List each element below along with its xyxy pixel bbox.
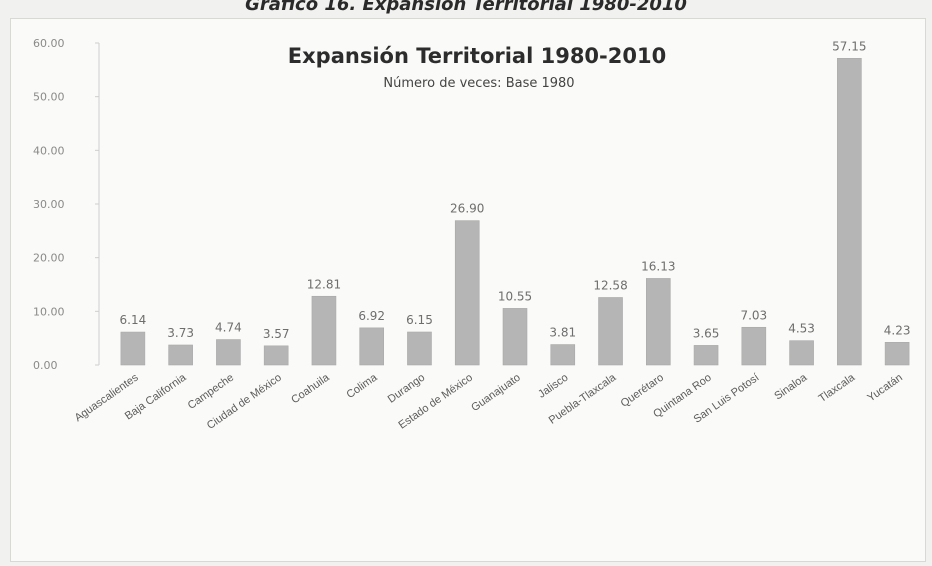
y-tick-label: 60.00 — [33, 37, 65, 50]
bar — [789, 340, 814, 366]
y-tick-label: 10.00 — [33, 305, 65, 318]
y-tick-label: 30.00 — [33, 198, 65, 211]
bar — [645, 278, 671, 366]
y-tick-label: 40.00 — [33, 144, 65, 157]
data-label: 4.23 — [884, 323, 911, 337]
bar — [359, 327, 385, 366]
bar — [454, 220, 480, 366]
data-label: 3.57 — [263, 327, 290, 341]
bar — [120, 331, 146, 366]
data-label: 12.81 — [307, 277, 341, 291]
data-label: 4.74 — [215, 321, 242, 335]
data-label: 6.92 — [358, 309, 385, 323]
x-tick-label: Tlaxcala — [817, 371, 858, 405]
data-label: 57.15 — [832, 39, 866, 53]
bar-chart: Expansión Territorial 1980-2010 Número d… — [33, 37, 911, 432]
x-tick-label: Jalisco — [536, 372, 570, 401]
bar — [216, 339, 241, 366]
chart-subtitle: Número de veces: Base 1980 — [383, 76, 574, 91]
data-label: 3.65 — [693, 326, 720, 340]
y-tick-label: 50.00 — [33, 91, 65, 104]
bar — [693, 345, 719, 366]
x-tick-label: Sinaloa — [772, 371, 810, 402]
bar — [502, 308, 528, 366]
bar — [598, 297, 623, 366]
data-label: 7.03 — [740, 308, 767, 322]
data-label: 3.81 — [549, 326, 576, 340]
chart-title: Expansión Territorial 1980-2010 — [288, 44, 666, 68]
bar — [168, 344, 193, 366]
y-tick-label: 20.00 — [33, 252, 65, 265]
data-label: 4.53 — [788, 322, 815, 336]
data-label: 3.73 — [167, 326, 194, 340]
data-label: 6.14 — [120, 313, 147, 327]
y-tick-label: 0.00 — [33, 359, 58, 372]
bar — [837, 57, 862, 366]
chart-frame: Expansión Territorial 1980-2010 Número d… — [10, 18, 926, 562]
data-label: 12.58 — [593, 278, 627, 292]
data-label: 6.15 — [406, 313, 433, 327]
bar — [311, 295, 337, 366]
data-label: 26.90 — [450, 202, 484, 216]
bar — [550, 344, 576, 366]
x-tick-label: Guanajuato — [469, 372, 522, 414]
data-label: 16.13 — [641, 259, 675, 273]
bar — [741, 326, 767, 366]
bar — [407, 331, 432, 366]
data-label: 10.55 — [498, 289, 532, 303]
document-heading: Gráfico 16. Expansión Territorial 1980-2… — [245, 0, 687, 15]
bar — [884, 341, 910, 366]
x-tick-label: Colima — [345, 371, 381, 401]
x-tick-label: Durango — [386, 372, 427, 406]
x-tick-label: Yucatán — [865, 372, 904, 405]
x-tick-label: Coahuila — [289, 371, 332, 406]
bar — [263, 345, 289, 366]
